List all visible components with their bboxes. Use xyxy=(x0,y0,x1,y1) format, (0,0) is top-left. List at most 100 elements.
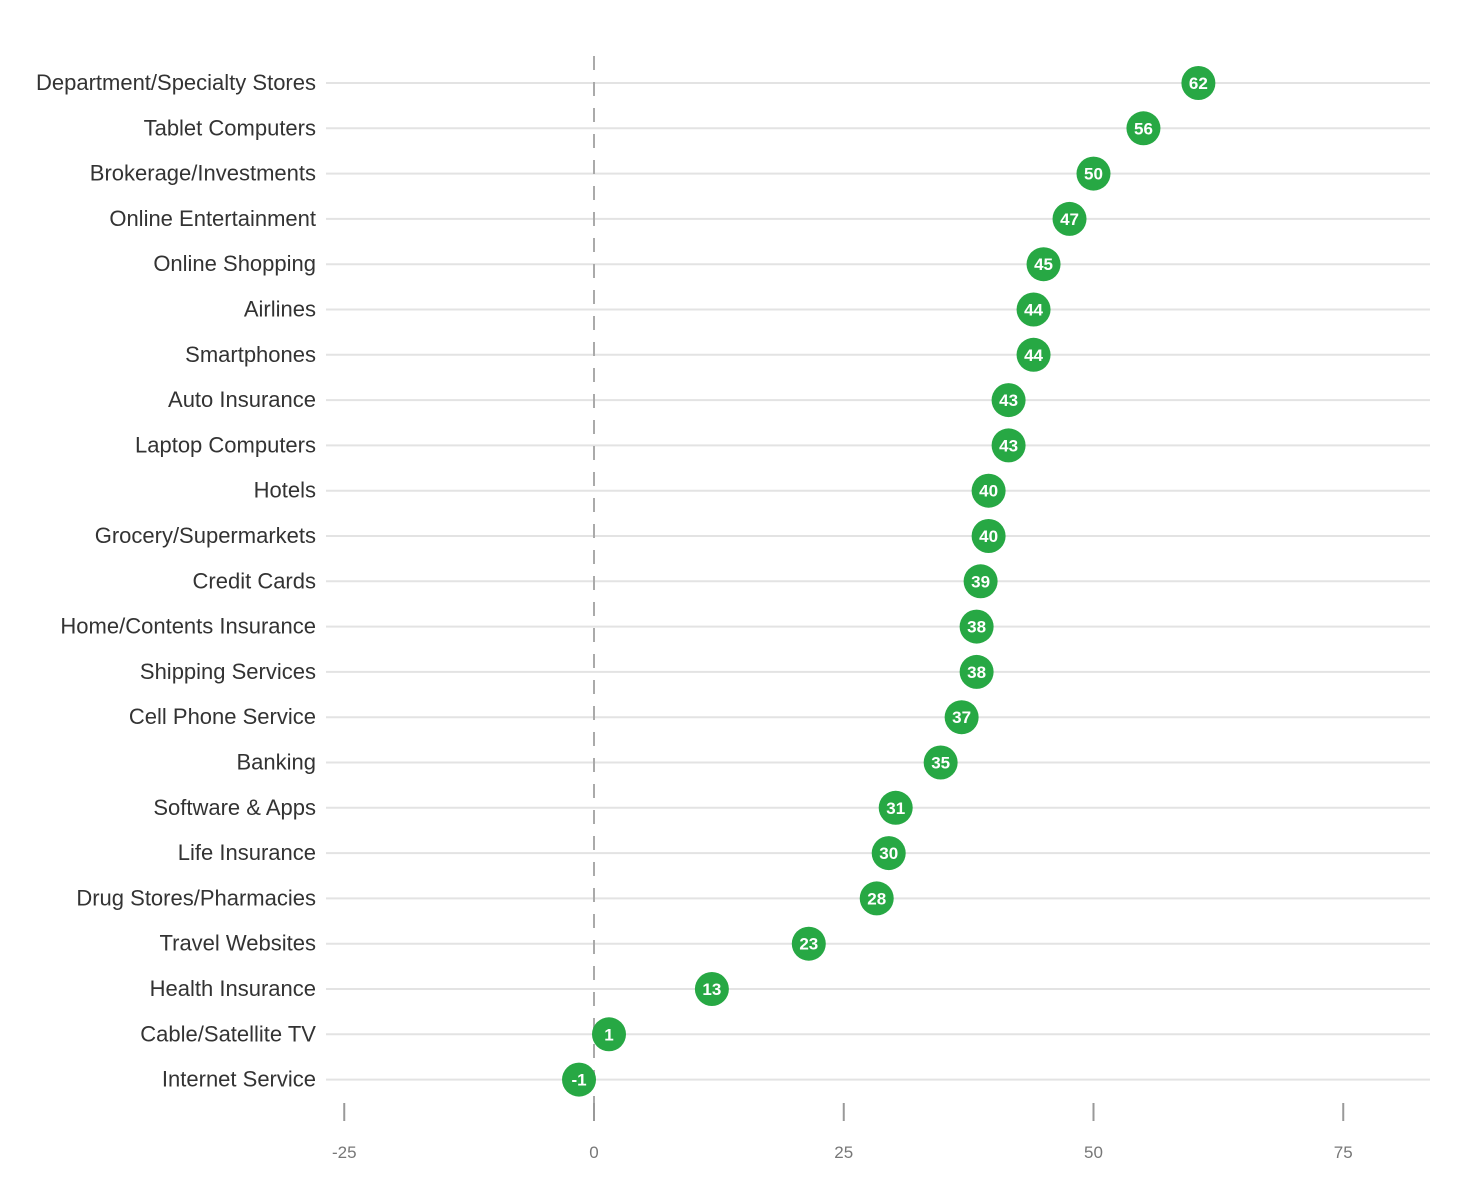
point-marker xyxy=(923,745,958,780)
category-label: Banking xyxy=(236,750,316,775)
point-marker xyxy=(1052,201,1087,236)
point-marker xyxy=(1016,337,1051,372)
data-point: 1 xyxy=(591,1017,626,1052)
point-value-label: 43 xyxy=(999,391,1018,410)
point-marker xyxy=(1016,292,1051,327)
category-label: Auto Insurance xyxy=(168,387,316,412)
point-marker xyxy=(878,790,913,825)
data-point: 56 xyxy=(1126,111,1161,146)
point-marker xyxy=(694,972,729,1006)
x-tick-label: 75 xyxy=(1334,1143,1353,1162)
category-label: Online Shopping xyxy=(153,251,316,276)
category-label: Airlines xyxy=(244,297,316,322)
point-marker xyxy=(562,1062,597,1097)
data-point: 43 xyxy=(991,383,1026,418)
point-value-label: 39 xyxy=(971,572,990,591)
point-marker xyxy=(959,654,994,689)
category-label: Laptop Computers xyxy=(135,432,316,457)
point-marker xyxy=(971,519,1006,553)
category-label: Internet Service xyxy=(162,1067,316,1092)
data-point: 31 xyxy=(878,790,913,825)
data-point: 35 xyxy=(923,745,958,780)
point-value-label: 28 xyxy=(867,889,886,908)
category-label: Online Entertainment xyxy=(109,206,316,231)
category-label: Home/Contents Insurance xyxy=(60,614,316,639)
category-label: Cell Phone Service xyxy=(129,704,316,729)
data-point: 39 xyxy=(963,564,998,599)
point-marker xyxy=(1076,156,1111,191)
data-point: 47 xyxy=(1052,201,1087,236)
point-value-label: 38 xyxy=(967,618,986,637)
point-value-label: 62 xyxy=(1189,74,1208,93)
category-label: Cable/Satellite TV xyxy=(140,1021,316,1046)
x-tick-label: 50 xyxy=(1084,1143,1103,1162)
point-value-label: 45 xyxy=(1034,255,1053,274)
point-marker xyxy=(1181,66,1216,100)
category-label: Life Insurance xyxy=(178,840,316,865)
point-marker xyxy=(963,564,998,599)
point-value-label: 56 xyxy=(1134,119,1153,138)
point-value-label: 43 xyxy=(999,436,1018,455)
data-point: 40 xyxy=(971,473,1006,508)
x-tick-label: -25 xyxy=(332,1143,357,1162)
point-marker xyxy=(971,473,1006,508)
category-label: Drug Stores/Pharmacies xyxy=(76,885,316,910)
point-marker xyxy=(591,1017,626,1052)
x-tick-label: 25 xyxy=(834,1143,853,1162)
point-marker xyxy=(959,609,994,644)
point-value-label: 40 xyxy=(979,527,998,546)
data-point: 13 xyxy=(694,972,729,1006)
data-point: 28 xyxy=(859,881,894,916)
point-marker xyxy=(1026,247,1061,282)
data-point: 45 xyxy=(1026,247,1061,282)
data-point: 38 xyxy=(959,609,994,644)
data-point: 43 xyxy=(991,428,1026,463)
data-point: 37 xyxy=(944,700,979,735)
chart-points: 62 56 50 47 45 44 44 43 43 40 40 39 38 38 37 35 31 30 28 23… xyxy=(562,66,1216,1097)
category-label: Brokerage/Investments xyxy=(90,161,316,186)
point-value-label: 23 xyxy=(799,935,818,954)
point-value-label: 37 xyxy=(952,708,971,727)
data-point: 38 xyxy=(959,654,994,689)
x-axis: -25 0 25 50 75 xyxy=(332,1103,1353,1162)
point-value-label: 38 xyxy=(967,663,986,682)
point-value-label: 50 xyxy=(1084,165,1103,184)
point-value-label: -1 xyxy=(571,1071,586,1090)
point-marker xyxy=(991,383,1026,418)
point-value-label: 30 xyxy=(879,844,898,863)
point-value-label: 35 xyxy=(931,754,950,773)
point-value-label: 44 xyxy=(1024,346,1043,365)
point-marker xyxy=(791,926,826,961)
point-value-label: 44 xyxy=(1024,301,1043,320)
category-label: Software & Apps xyxy=(153,795,316,820)
category-label: Shipping Services xyxy=(140,659,316,684)
data-point: 23 xyxy=(791,926,826,961)
point-value-label: 31 xyxy=(886,799,905,818)
category-label: Hotels xyxy=(254,478,316,503)
point-marker xyxy=(859,881,894,916)
point-value-label: 40 xyxy=(979,482,998,501)
point-marker xyxy=(944,700,979,735)
category-label: Grocery/Supermarkets xyxy=(95,523,316,548)
category-label: Smartphones xyxy=(185,342,316,367)
category-label: Department/Specialty Stores xyxy=(36,70,316,95)
chart-rows: Department/Specialty Stores Tablet Comput… xyxy=(36,70,1430,1092)
point-value-label: 13 xyxy=(702,980,721,999)
point-marker xyxy=(871,836,906,871)
data-point: 40 xyxy=(971,519,1006,553)
category-label: Travel Websites xyxy=(160,931,317,956)
x-tick-label: 0 xyxy=(589,1143,598,1162)
point-marker xyxy=(991,428,1026,463)
point-marker xyxy=(1126,111,1161,146)
data-point: 50 xyxy=(1076,156,1111,191)
data-point: -1 xyxy=(562,1062,597,1097)
data-point: 44 xyxy=(1016,337,1051,372)
category-label: Health Insurance xyxy=(150,976,316,1001)
point-value-label: 1 xyxy=(604,1025,613,1044)
category-label: Tablet Computers xyxy=(144,115,316,140)
data-point: 62 xyxy=(1181,66,1216,100)
point-value-label: 47 xyxy=(1060,210,1079,229)
data-point: 44 xyxy=(1016,292,1051,327)
category-label: Credit Cards xyxy=(193,568,316,593)
